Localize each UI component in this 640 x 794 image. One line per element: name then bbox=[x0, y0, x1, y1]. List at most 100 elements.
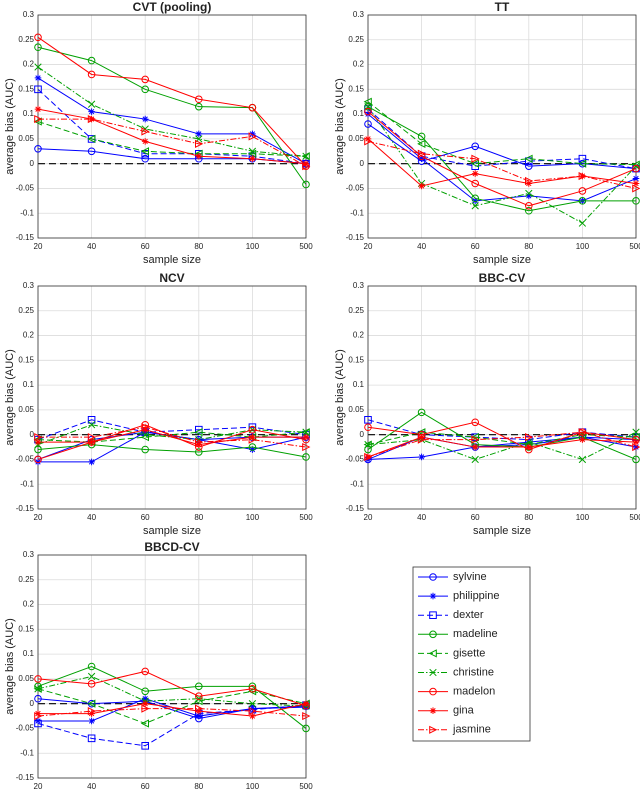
series-line bbox=[37, 77, 307, 165]
y-tick-label: 0.25 bbox=[348, 306, 364, 315]
x-tick-label: 100 bbox=[246, 782, 260, 791]
data-point bbox=[248, 443, 257, 451]
y-tick-label: 0.1 bbox=[353, 380, 365, 389]
series-line bbox=[37, 424, 307, 460]
data-point bbox=[34, 438, 42, 446]
data-point bbox=[248, 706, 257, 716]
x-tick-label: 80 bbox=[524, 513, 533, 522]
data-point bbox=[140, 433, 149, 442]
data-point bbox=[248, 435, 257, 444]
chart-title: CVT (pooling) bbox=[133, 0, 212, 14]
y-tick-label: -0.05 bbox=[346, 184, 365, 193]
y-axis-label: average bias (AUC) bbox=[334, 78, 346, 175]
chart-title: BBC-CV bbox=[479, 271, 526, 285]
data-point bbox=[418, 453, 425, 461]
y-axis-label: average bias (AUC) bbox=[4, 78, 16, 175]
data-point bbox=[417, 132, 426, 141]
data-point bbox=[632, 438, 640, 446]
data-point bbox=[195, 712, 203, 720]
data-point bbox=[195, 704, 204, 713]
data-point bbox=[249, 130, 256, 138]
data-point bbox=[87, 699, 96, 708]
data-point bbox=[87, 680, 96, 688]
data-point bbox=[525, 443, 533, 451]
data-point bbox=[525, 180, 533, 187]
data-point bbox=[141, 423, 150, 432]
y-tick-label: 0.15 bbox=[348, 355, 364, 364]
x-tick-label: 500 bbox=[299, 782, 313, 791]
x-tick-label: 80 bbox=[194, 242, 203, 251]
data-point bbox=[364, 452, 373, 462]
data-point bbox=[34, 719, 42, 728]
data-point bbox=[525, 157, 533, 165]
y-tick-label: -0.05 bbox=[346, 455, 365, 464]
data-point bbox=[631, 433, 640, 442]
series-line bbox=[367, 421, 637, 451]
x-tick-label: 40 bbox=[87, 513, 96, 522]
data-point bbox=[195, 692, 203, 701]
data-point bbox=[302, 180, 310, 189]
data-point bbox=[248, 685, 257, 693]
data-point bbox=[34, 63, 42, 71]
data-point bbox=[248, 700, 257, 708]
y-tick-label: 0.3 bbox=[353, 10, 365, 19]
data-point bbox=[195, 441, 203, 448]
y-tick-label: -0.05 bbox=[16, 184, 35, 193]
series-line bbox=[38, 703, 307, 717]
data-point bbox=[471, 142, 480, 151]
data-point bbox=[578, 455, 587, 464]
data-point bbox=[302, 700, 310, 707]
x-tick-label: 40 bbox=[417, 513, 426, 522]
data-point bbox=[34, 445, 42, 454]
data-point bbox=[34, 675, 42, 683]
data-point bbox=[525, 176, 534, 186]
data-point bbox=[249, 446, 256, 453]
data-point bbox=[34, 33, 42, 42]
series-line bbox=[367, 436, 637, 460]
data-point bbox=[302, 160, 310, 167]
data-point bbox=[248, 147, 257, 155]
data-point bbox=[195, 152, 203, 160]
series-line bbox=[37, 704, 307, 747]
data-point bbox=[632, 162, 640, 170]
series-line bbox=[38, 426, 307, 448]
data-point bbox=[141, 667, 149, 676]
data-point bbox=[247, 687, 257, 696]
data-point bbox=[87, 114, 97, 124]
data-point bbox=[577, 159, 587, 168]
data-point bbox=[632, 428, 640, 436]
data-point bbox=[632, 455, 640, 464]
data-point bbox=[34, 43, 42, 52]
data-point bbox=[87, 421, 96, 429]
y-tick-label: 0.15 bbox=[18, 84, 34, 93]
data-point bbox=[34, 685, 42, 693]
data-point bbox=[302, 703, 310, 711]
data-point bbox=[87, 734, 96, 743]
data-point bbox=[34, 458, 42, 466]
x-tick-label: 40 bbox=[417, 242, 426, 251]
data-point bbox=[195, 448, 203, 456]
y-tick-label: 0.1 bbox=[353, 109, 365, 118]
data-point bbox=[87, 56, 96, 65]
legend-label: dexter bbox=[453, 609, 484, 621]
data-point bbox=[34, 710, 42, 717]
data-point bbox=[247, 149, 257, 158]
x-tick-label: 60 bbox=[141, 782, 150, 791]
data-point bbox=[471, 194, 480, 203]
data-point bbox=[248, 103, 257, 112]
x-tick-label: 100 bbox=[246, 242, 260, 251]
data-point bbox=[525, 189, 533, 198]
y-tick-label: 0 bbox=[360, 159, 365, 168]
data-point bbox=[632, 197, 640, 205]
x-tick-label: 60 bbox=[141, 513, 150, 522]
series-line bbox=[37, 46, 307, 185]
x-tick-label: 500 bbox=[299, 513, 313, 522]
y-tick-label: 0.3 bbox=[23, 10, 35, 19]
legend-label: gina bbox=[453, 705, 475, 717]
y-tick-label: 0.2 bbox=[23, 60, 35, 69]
plot-area bbox=[38, 286, 306, 509]
data-point bbox=[418, 155, 425, 163]
data-point bbox=[141, 85, 149, 94]
x-tick-label: 60 bbox=[141, 242, 150, 251]
data-point bbox=[364, 440, 372, 449]
